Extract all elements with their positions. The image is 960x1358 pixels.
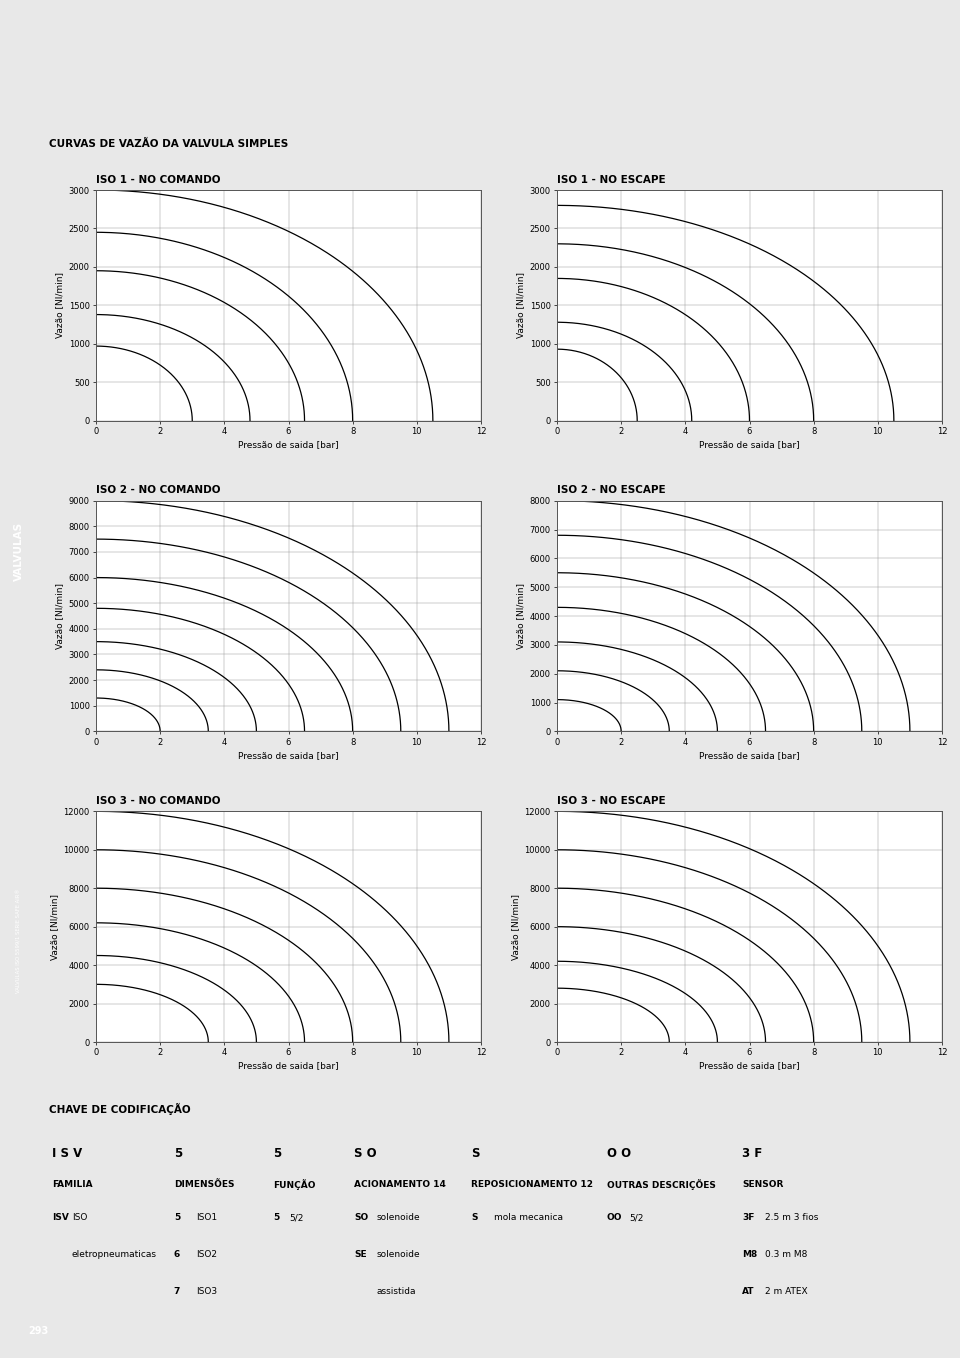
Text: OO: OO bbox=[607, 1213, 622, 1222]
Y-axis label: Vazão [Nl/min]: Vazão [Nl/min] bbox=[50, 894, 60, 960]
Text: REPOSICIONAMENTO 12: REPOSICIONAMENTO 12 bbox=[471, 1180, 593, 1188]
Text: ISO 3 - NO ESCAPE: ISO 3 - NO ESCAPE bbox=[557, 796, 665, 805]
Y-axis label: Vazão [Nl/min]: Vazão [Nl/min] bbox=[56, 273, 64, 338]
Text: ISO1: ISO1 bbox=[196, 1213, 218, 1222]
Y-axis label: Vazão [Nl/min]: Vazão [Nl/min] bbox=[56, 583, 64, 649]
Text: ISO 2 - NO ESCAPE: ISO 2 - NO ESCAPE bbox=[557, 485, 665, 496]
Text: ACIONAMENTO 14: ACIONAMENTO 14 bbox=[354, 1180, 446, 1188]
Text: 5: 5 bbox=[273, 1148, 281, 1160]
Text: solenoide: solenoide bbox=[376, 1251, 420, 1259]
Text: eletropneumaticas: eletropneumaticas bbox=[72, 1251, 156, 1259]
Text: FAMILIA: FAMILIA bbox=[52, 1180, 92, 1188]
Text: 6: 6 bbox=[174, 1251, 180, 1259]
X-axis label: Pressão de saida [bar]: Pressão de saida [bar] bbox=[238, 1062, 339, 1070]
Text: mola mecanica: mola mecanica bbox=[494, 1213, 563, 1222]
Text: S: S bbox=[471, 1213, 478, 1222]
Text: CURVAS DE VAZÃO DA VALVULA SIMPLES: CURVAS DE VAZÃO DA VALVULA SIMPLES bbox=[49, 139, 288, 149]
Text: SO: SO bbox=[354, 1213, 369, 1222]
Text: VALVULAS: VALVULAS bbox=[14, 521, 24, 581]
Text: S: S bbox=[471, 1148, 480, 1160]
Text: ISO 1 - NO ESCAPE: ISO 1 - NO ESCAPE bbox=[557, 175, 665, 185]
Text: 3 F: 3 F bbox=[742, 1148, 762, 1160]
Text: 5/2: 5/2 bbox=[289, 1213, 303, 1222]
Text: 293: 293 bbox=[28, 1327, 48, 1336]
Y-axis label: Vazão [Nl/min]: Vazão [Nl/min] bbox=[512, 894, 520, 960]
Text: 5: 5 bbox=[174, 1148, 182, 1160]
Text: 2 m ATEX: 2 m ATEX bbox=[764, 1287, 807, 1296]
Text: 0.3 m M8: 0.3 m M8 bbox=[764, 1251, 807, 1259]
Text: ISO 2 - NO COMANDO: ISO 2 - NO COMANDO bbox=[96, 485, 221, 496]
Text: VALVULAS ISO 5599/1 SERIE SAFE AIR®: VALVULAS ISO 5599/1 SERIE SAFE AIR® bbox=[16, 888, 21, 993]
Text: M8: M8 bbox=[742, 1251, 757, 1259]
Text: 7: 7 bbox=[174, 1287, 180, 1296]
Text: 5: 5 bbox=[174, 1213, 180, 1222]
Text: SENSOR: SENSOR bbox=[742, 1180, 783, 1188]
Text: 2.5 m 3 fios: 2.5 m 3 fios bbox=[764, 1213, 818, 1222]
Text: ISO 3 - NO COMANDO: ISO 3 - NO COMANDO bbox=[96, 796, 221, 805]
Text: FUNÇÃO: FUNÇÃO bbox=[273, 1179, 316, 1190]
Text: S O: S O bbox=[354, 1148, 376, 1160]
Text: O O: O O bbox=[607, 1148, 631, 1160]
Text: 5: 5 bbox=[273, 1213, 279, 1222]
Text: ISV: ISV bbox=[52, 1213, 69, 1222]
Text: SE: SE bbox=[354, 1251, 367, 1259]
X-axis label: Pressão de saida [bar]: Pressão de saida [bar] bbox=[238, 440, 339, 449]
Text: ISO2: ISO2 bbox=[196, 1251, 217, 1259]
X-axis label: Pressão de saida [bar]: Pressão de saida [bar] bbox=[699, 440, 800, 449]
Text: ISO: ISO bbox=[72, 1213, 87, 1222]
Text: CHAVE DE CODIFICAÇÃO: CHAVE DE CODIFICAÇÃO bbox=[49, 1103, 191, 1115]
Text: ISO 1 - NO COMANDO: ISO 1 - NO COMANDO bbox=[96, 175, 221, 185]
Text: assistida: assistida bbox=[376, 1287, 417, 1296]
Text: solenoide: solenoide bbox=[376, 1213, 420, 1222]
Text: 5/2: 5/2 bbox=[630, 1213, 643, 1222]
Text: AT: AT bbox=[742, 1287, 755, 1296]
Text: DIMENSÕES: DIMENSÕES bbox=[174, 1180, 234, 1188]
Text: 3F: 3F bbox=[742, 1213, 755, 1222]
Text: ISO3: ISO3 bbox=[196, 1287, 218, 1296]
X-axis label: Pressão de saida [bar]: Pressão de saida [bar] bbox=[699, 751, 800, 759]
X-axis label: Pressão de saida [bar]: Pressão de saida [bar] bbox=[699, 1062, 800, 1070]
Y-axis label: Vazão [Nl/min]: Vazão [Nl/min] bbox=[516, 583, 525, 649]
Text: OUTRAS DESCRIÇÕES: OUTRAS DESCRIÇÕES bbox=[607, 1179, 715, 1190]
Text: I S V: I S V bbox=[52, 1148, 83, 1160]
X-axis label: Pressão de saida [bar]: Pressão de saida [bar] bbox=[238, 751, 339, 759]
Y-axis label: Vazão [Nl/min]: Vazão [Nl/min] bbox=[516, 273, 525, 338]
